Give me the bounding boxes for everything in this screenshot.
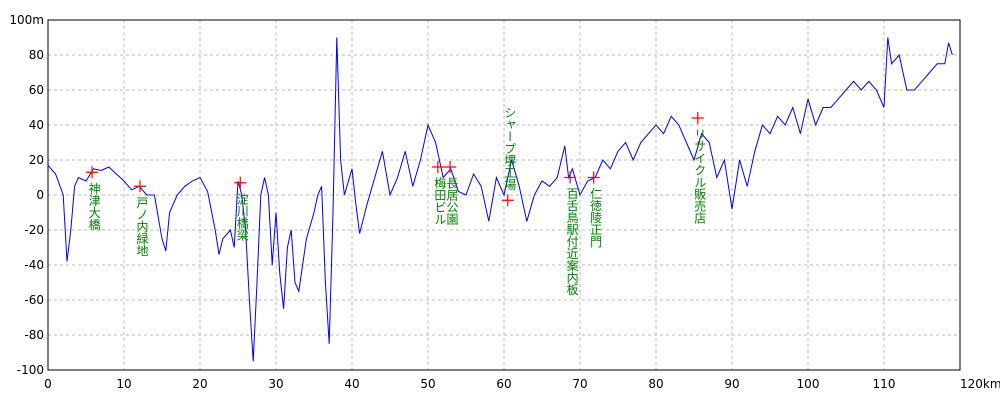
annotation-marker xyxy=(444,161,457,173)
x-tick-label: 70 xyxy=(572,377,587,391)
y-tick-label: 0 xyxy=(36,188,44,202)
y-tick-label: -20 xyxy=(24,223,44,237)
x-tick-label: 110 xyxy=(873,377,896,391)
annotation-label: 淀川橋梁 xyxy=(235,192,249,240)
y-tick-label: 80 xyxy=(29,48,44,62)
y-tick-label: 40 xyxy=(29,118,44,132)
x-tick-label: 10 xyxy=(116,377,131,391)
x-tick-label: 20 xyxy=(192,377,207,391)
y-tick-label: -40 xyxy=(24,258,44,272)
annotation-marker xyxy=(133,180,146,193)
y-tick-label: 20 xyxy=(29,153,44,167)
annotation-label: 戸ノ内緑地 xyxy=(135,196,149,256)
y-tick-label: 100m xyxy=(9,13,44,27)
annotation-label: リサイクル販売店 xyxy=(693,128,707,224)
annotation-marker xyxy=(587,171,600,184)
annotation-marker xyxy=(234,176,247,189)
y-tick-label: -100 xyxy=(17,363,44,377)
y-tick-label: -60 xyxy=(24,293,44,307)
annotation-marker xyxy=(86,166,99,179)
y-tick-label: -80 xyxy=(24,328,44,342)
x-tick-label: 80 xyxy=(648,377,663,391)
annotation-label: 仁徳陵正門 xyxy=(589,187,603,247)
annotation-marker xyxy=(431,161,444,173)
x-tick-label: 100 xyxy=(797,377,820,391)
annotation-marker xyxy=(501,194,514,207)
x-tick-label: 120km xyxy=(960,377,1000,391)
annotation-label: シャープ堺工場 xyxy=(503,106,517,191)
annotation-marker xyxy=(564,171,577,184)
annotation-label: 神津大橋 xyxy=(87,182,101,231)
x-tick-label: 90 xyxy=(724,377,739,391)
annotation-label: 百舌鳥駅付近案内板 xyxy=(565,188,579,297)
plot-frame xyxy=(47,19,961,371)
annotation-label: 長居公園 xyxy=(445,177,459,225)
x-tick-label: 50 xyxy=(420,377,435,391)
elevation-line xyxy=(47,37,953,362)
annotation-label: 梅田ビル xyxy=(433,176,447,225)
x-tick-label: 60 xyxy=(496,377,511,391)
x-tick-label: 40 xyxy=(344,377,359,391)
x-tick-label: 30 xyxy=(268,377,283,391)
annotation-marker xyxy=(691,112,704,124)
x-tick-label: 0 xyxy=(44,377,52,391)
y-tick-label: 60 xyxy=(29,83,44,97)
